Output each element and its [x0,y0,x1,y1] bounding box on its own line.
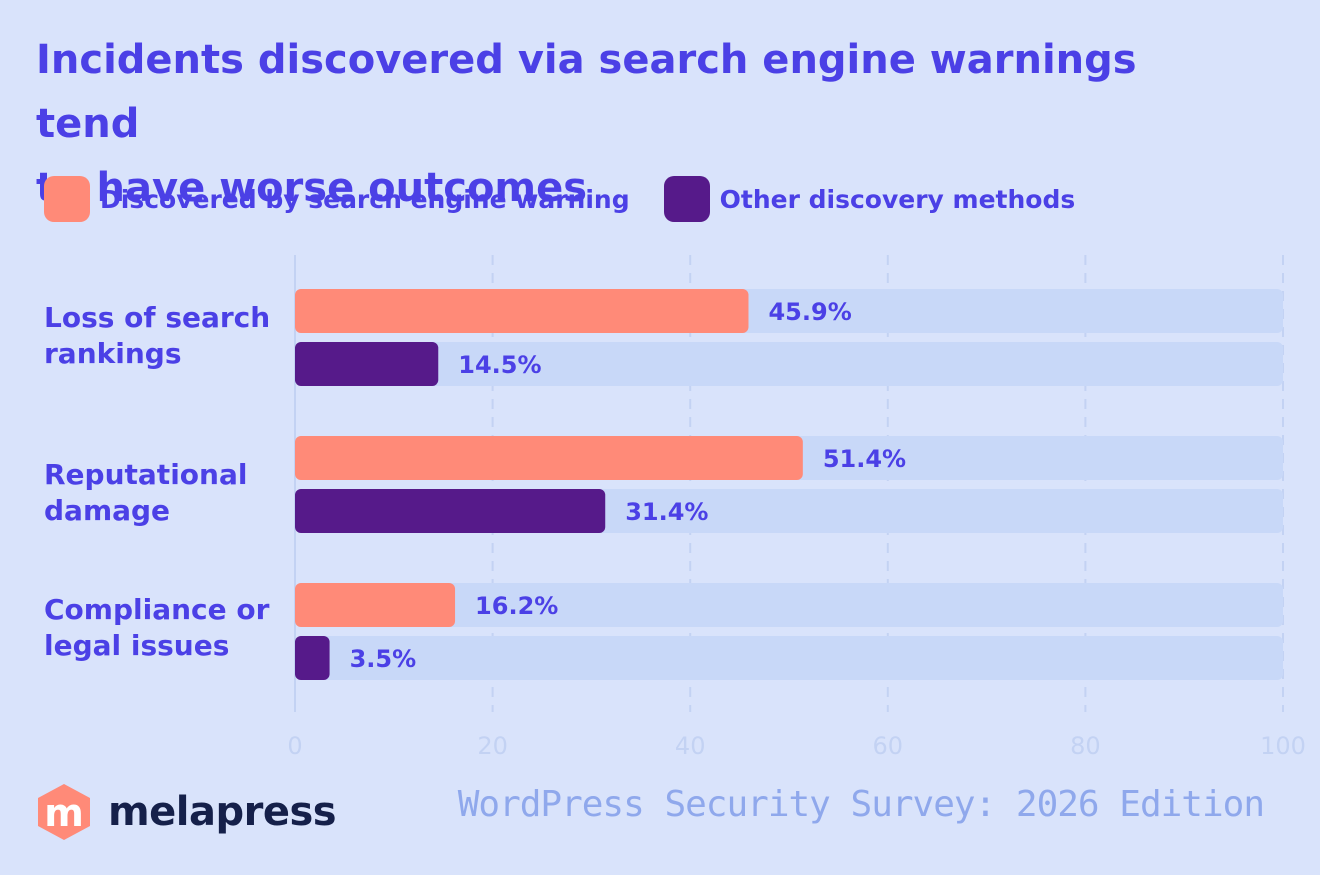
legend-label-search-engine: Discovered by search engine warning [100,184,630,214]
chart-title-line-1: Incidents discovered via search engine w… [36,37,1137,147]
category-label-line: Loss of search [44,301,271,334]
legend-item-search-engine: Discovered by search engine warning [44,176,630,222]
category-label-line: Compliance or [44,593,270,626]
data-label: 31.4% [625,498,708,526]
melapress-logo-text: melapress [108,789,337,835]
data-label: 14.5% [458,351,541,379]
category-label-line: rankings [44,337,182,370]
bar-track [295,583,1283,627]
x-tick-label: 0 [287,732,302,760]
data-label: 51.4% [823,445,906,473]
x-tick-label: 40 [675,732,706,760]
category-label-compliance-or-legal-issues: Compliance or legal issues [44,592,284,664]
legend-swatch-other [663,176,710,222]
x-tick-label: 100 [1260,732,1306,760]
bar-track [295,636,1283,680]
legend-item-other: Other discovery methods [663,176,1076,222]
melapress-logo-mark-icon: m [38,784,90,840]
legend: Discovered by search engine warning Othe… [44,176,1109,222]
melapress-logo: m melapress [34,782,337,842]
source-label: WordPress Security Survey: 2026 Edition [457,784,1265,825]
x-tick-label: 80 [1070,732,1101,760]
bar [295,583,456,627]
legend-label-other: Other discovery methods [719,184,1076,214]
category-label-loss-of-search-rankings: Loss of search rankings [44,300,284,372]
category-label-line: Reputational [44,458,248,491]
category-label-line: damage [44,494,171,527]
bar [295,436,803,480]
x-tick-label: 20 [477,732,508,760]
legend-swatch-search-engine [44,176,90,222]
category-label-line: legal issues [44,629,230,662]
bar-track [295,342,1283,386]
bar [295,289,749,333]
data-label: 45.9% [768,298,851,326]
x-tick-label: 60 [873,732,904,760]
chart-title: Incidents discovered via search engine w… [36,28,1236,220]
data-label: 3.5% [350,645,417,673]
logo-mark-letter: m [44,791,84,835]
bar [295,489,606,533]
bar [295,636,330,680]
data-label: 16.2% [475,592,558,620]
bar [295,342,439,386]
category-label-reputational-damage: Reputational damage [44,457,284,529]
chart-title-line-2: to have worse outcomes [36,165,588,211]
